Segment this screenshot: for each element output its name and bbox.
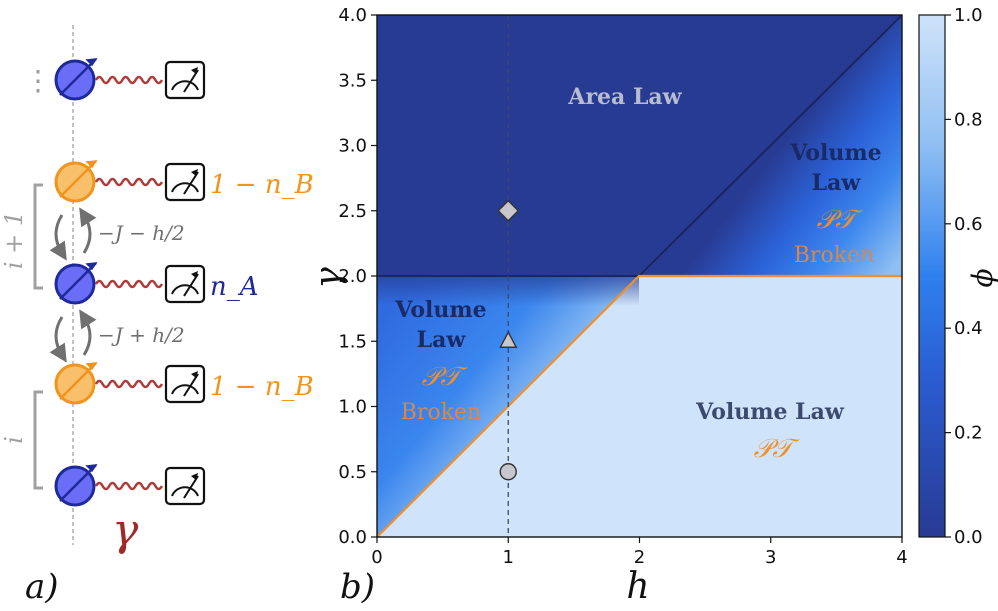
hop-arrows-upper (49, 207, 97, 261)
region-note-lower-broken: Broken (401, 400, 481, 425)
dissipation-wave (94, 379, 164, 389)
chain-sites (54, 58, 206, 507)
spin-arrow-icon (59, 362, 97, 400)
region-title-upper-volume-line2: Law (812, 170, 862, 196)
panel-b-phase-diagram: 0 1 2 3 4 0.0 0.5 1.0 1.5 2.0 2.5 3.0 3.5 4.0 h γ Ar… (308, 5, 998, 607)
region-title-lower-volume-line2: Law (417, 327, 467, 353)
site-label-i: i (0, 436, 28, 444)
colorbar-tick-label: 0.0 (954, 527, 983, 548)
colorbar-label: ϕ (966, 268, 998, 287)
site-a-top (54, 58, 206, 101)
boundary-line-orange (376, 274, 902, 538)
site-b-lower (54, 362, 206, 405)
x-axis-ticks: 0 1 2 3 4 (371, 537, 908, 568)
x-tick-label: 1 (503, 547, 514, 568)
y-tick-label: 1.0 (338, 397, 367, 418)
measurement-meter-icon (164, 60, 206, 100)
y-tick-label: 2.5 (338, 201, 367, 222)
region-title-upper-volume-line1: Volume (789, 140, 881, 166)
y-tick-label: 4.0 (338, 5, 367, 26)
region-title-pt-symmetric: Volume Law (695, 399, 845, 425)
panel-b-label: b) (340, 567, 375, 607)
y-axis-label: γ (308, 267, 349, 289)
dissipation-wave (94, 75, 164, 85)
hopping-lower-label: −J + h/2 (98, 323, 185, 347)
site-bracket-upper (33, 183, 43, 290)
measurement-label-top: 1 − n_B (210, 170, 314, 200)
marker-group (497, 199, 520, 481)
decay-rate-label: γ (112, 505, 139, 556)
measurement-meter-icon (164, 162, 206, 202)
hop-arrows-lower (49, 309, 97, 363)
y-tick-label: 3.5 (338, 70, 367, 91)
spin-arrow-icon (59, 262, 97, 300)
dissipation-wave (94, 279, 164, 289)
colorbar-gradient (918, 14, 946, 538)
dissipation-wave (94, 177, 164, 187)
site-a-middle (54, 262, 206, 305)
panel-a-chain-schematic: ⋮ i + 1 i −J − h/2 −J + h/2 1 − n_B n_A … (0, 25, 314, 607)
spin-arrow-icon (59, 160, 97, 198)
measurement-meter-icon (164, 264, 206, 304)
colorbar: 0.0 0.2 0.4 0.6 0.8 1.0 ϕ (918, 5, 998, 548)
region-title-area-law: Area Law (567, 84, 682, 110)
y-tick-label: 0.5 (338, 462, 367, 483)
site-a-bottom (54, 464, 206, 507)
measurement-label-bottom: 1 − n_B (210, 372, 314, 402)
measurement-label-middle: n_A (210, 272, 259, 302)
x-tick-label: 4 (896, 547, 907, 568)
hopping-upper-label: −J − h/2 (98, 221, 185, 245)
y-tick-label: 1.5 (338, 331, 367, 352)
x-tick-label: 3 (765, 547, 776, 568)
colorbar-tick-label: 0.8 (954, 109, 983, 130)
region-title-lower-volume-line1: Volume (394, 297, 486, 323)
measurement-meter-icon (164, 364, 206, 404)
colorbar-tick-label: 1.0 (954, 5, 983, 26)
y-tick-label: 3.0 (338, 136, 367, 157)
y-tick-label: 0.0 (338, 527, 367, 548)
y-axis-ticks: 0.0 0.5 1.0 1.5 2.0 2.5 3.0 3.5 4.0 (338, 5, 377, 548)
marker-circle (499, 463, 517, 481)
x-axis-label: h (626, 566, 649, 607)
colorbar-ticks: 0.0 0.2 0.4 0.6 0.8 1.0 (945, 5, 983, 548)
ellipsis-dots: ⋮ (24, 64, 52, 97)
panel-a-label: a) (25, 567, 59, 607)
dissipation-wave (94, 481, 164, 491)
site-bracket-lower (33, 390, 43, 490)
marker-diamond (497, 199, 520, 222)
spin-arrow-icon (59, 58, 97, 96)
site-b-upper (54, 160, 206, 203)
y-tick-label: 2.0 (338, 266, 367, 287)
x-tick-label: 0 (371, 547, 382, 568)
colorbar-tick-label: 0.6 (954, 214, 983, 235)
site-label-i-plus-1: i + 1 (0, 211, 28, 269)
colorbar-tick-label: 0.4 (954, 318, 983, 339)
marker-triangle (499, 330, 518, 348)
region-note-upper-broken: Broken (794, 243, 874, 268)
colorbar-tick-label: 0.2 (954, 423, 983, 444)
x-tick-label: 2 (634, 547, 645, 568)
spin-arrow-icon (59, 464, 97, 502)
measurement-meter-icon (164, 466, 206, 506)
